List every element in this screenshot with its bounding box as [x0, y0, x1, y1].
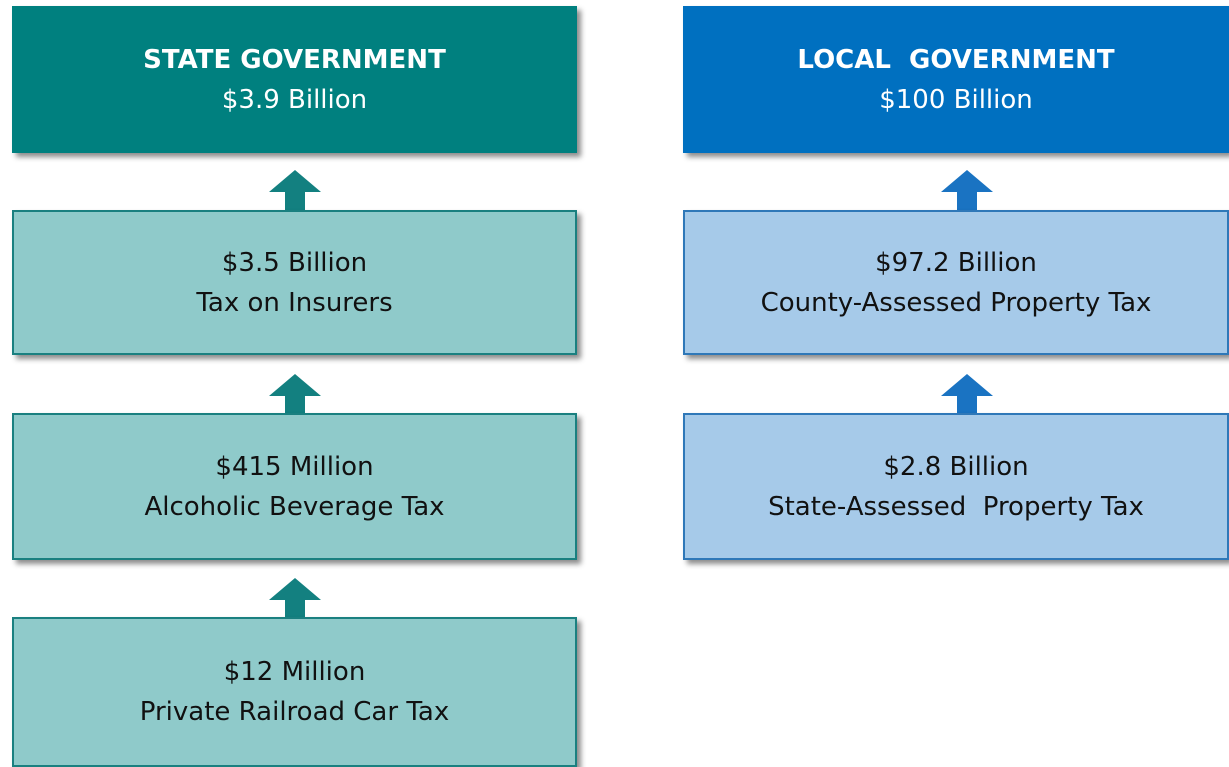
- local-header: LOCAL GOVERNMENT $100 Billion: [683, 6, 1229, 153]
- arrow: [941, 374, 993, 414]
- box-amount: $12 Million: [223, 657, 366, 687]
- source-box: $97.2 Billion County-Assessed Property T…: [683, 210, 1229, 355]
- box-label: County-Assessed Property Tax: [760, 287, 1152, 318]
- header-title: LOCAL GOVERNMENT: [797, 44, 1115, 75]
- box-amount: $2.8 Billion: [883, 451, 1029, 482]
- box-label: State-Assessed Property Tax: [768, 491, 1144, 522]
- box-label: Alcoholic Beverage Tax: [144, 491, 445, 522]
- arrow: [269, 170, 321, 210]
- box-amount: $415 Million: [215, 451, 374, 482]
- source-box: $2.8 Billion State-Assessed Property Tax: [683, 413, 1229, 560]
- source-box: $3.5 Billion Tax on Insurers: [12, 210, 577, 355]
- box-label: Tax on Insurers: [196, 287, 393, 318]
- arrow: [269, 578, 321, 618]
- source-box: $12 Million Private Railroad Car Tax: [12, 617, 577, 767]
- box-amount: $97.2 Billion: [875, 247, 1037, 278]
- box-amount: $3.5 Billion: [221, 247, 368, 278]
- arrow: [941, 170, 993, 210]
- source-box: $415 Million Alcoholic Beverage Tax: [12, 413, 577, 560]
- header-title: STATE GOVERNMENT: [143, 44, 446, 75]
- header-amount: $100 Billion: [879, 84, 1033, 115]
- header-amount: $3.9 Billion: [221, 84, 368, 115]
- state-header: STATE GOVERNMENT $3.9 Billion: [12, 6, 577, 153]
- arrow: [269, 374, 321, 414]
- box-label: Private Railroad Car Tax: [139, 697, 450, 727]
